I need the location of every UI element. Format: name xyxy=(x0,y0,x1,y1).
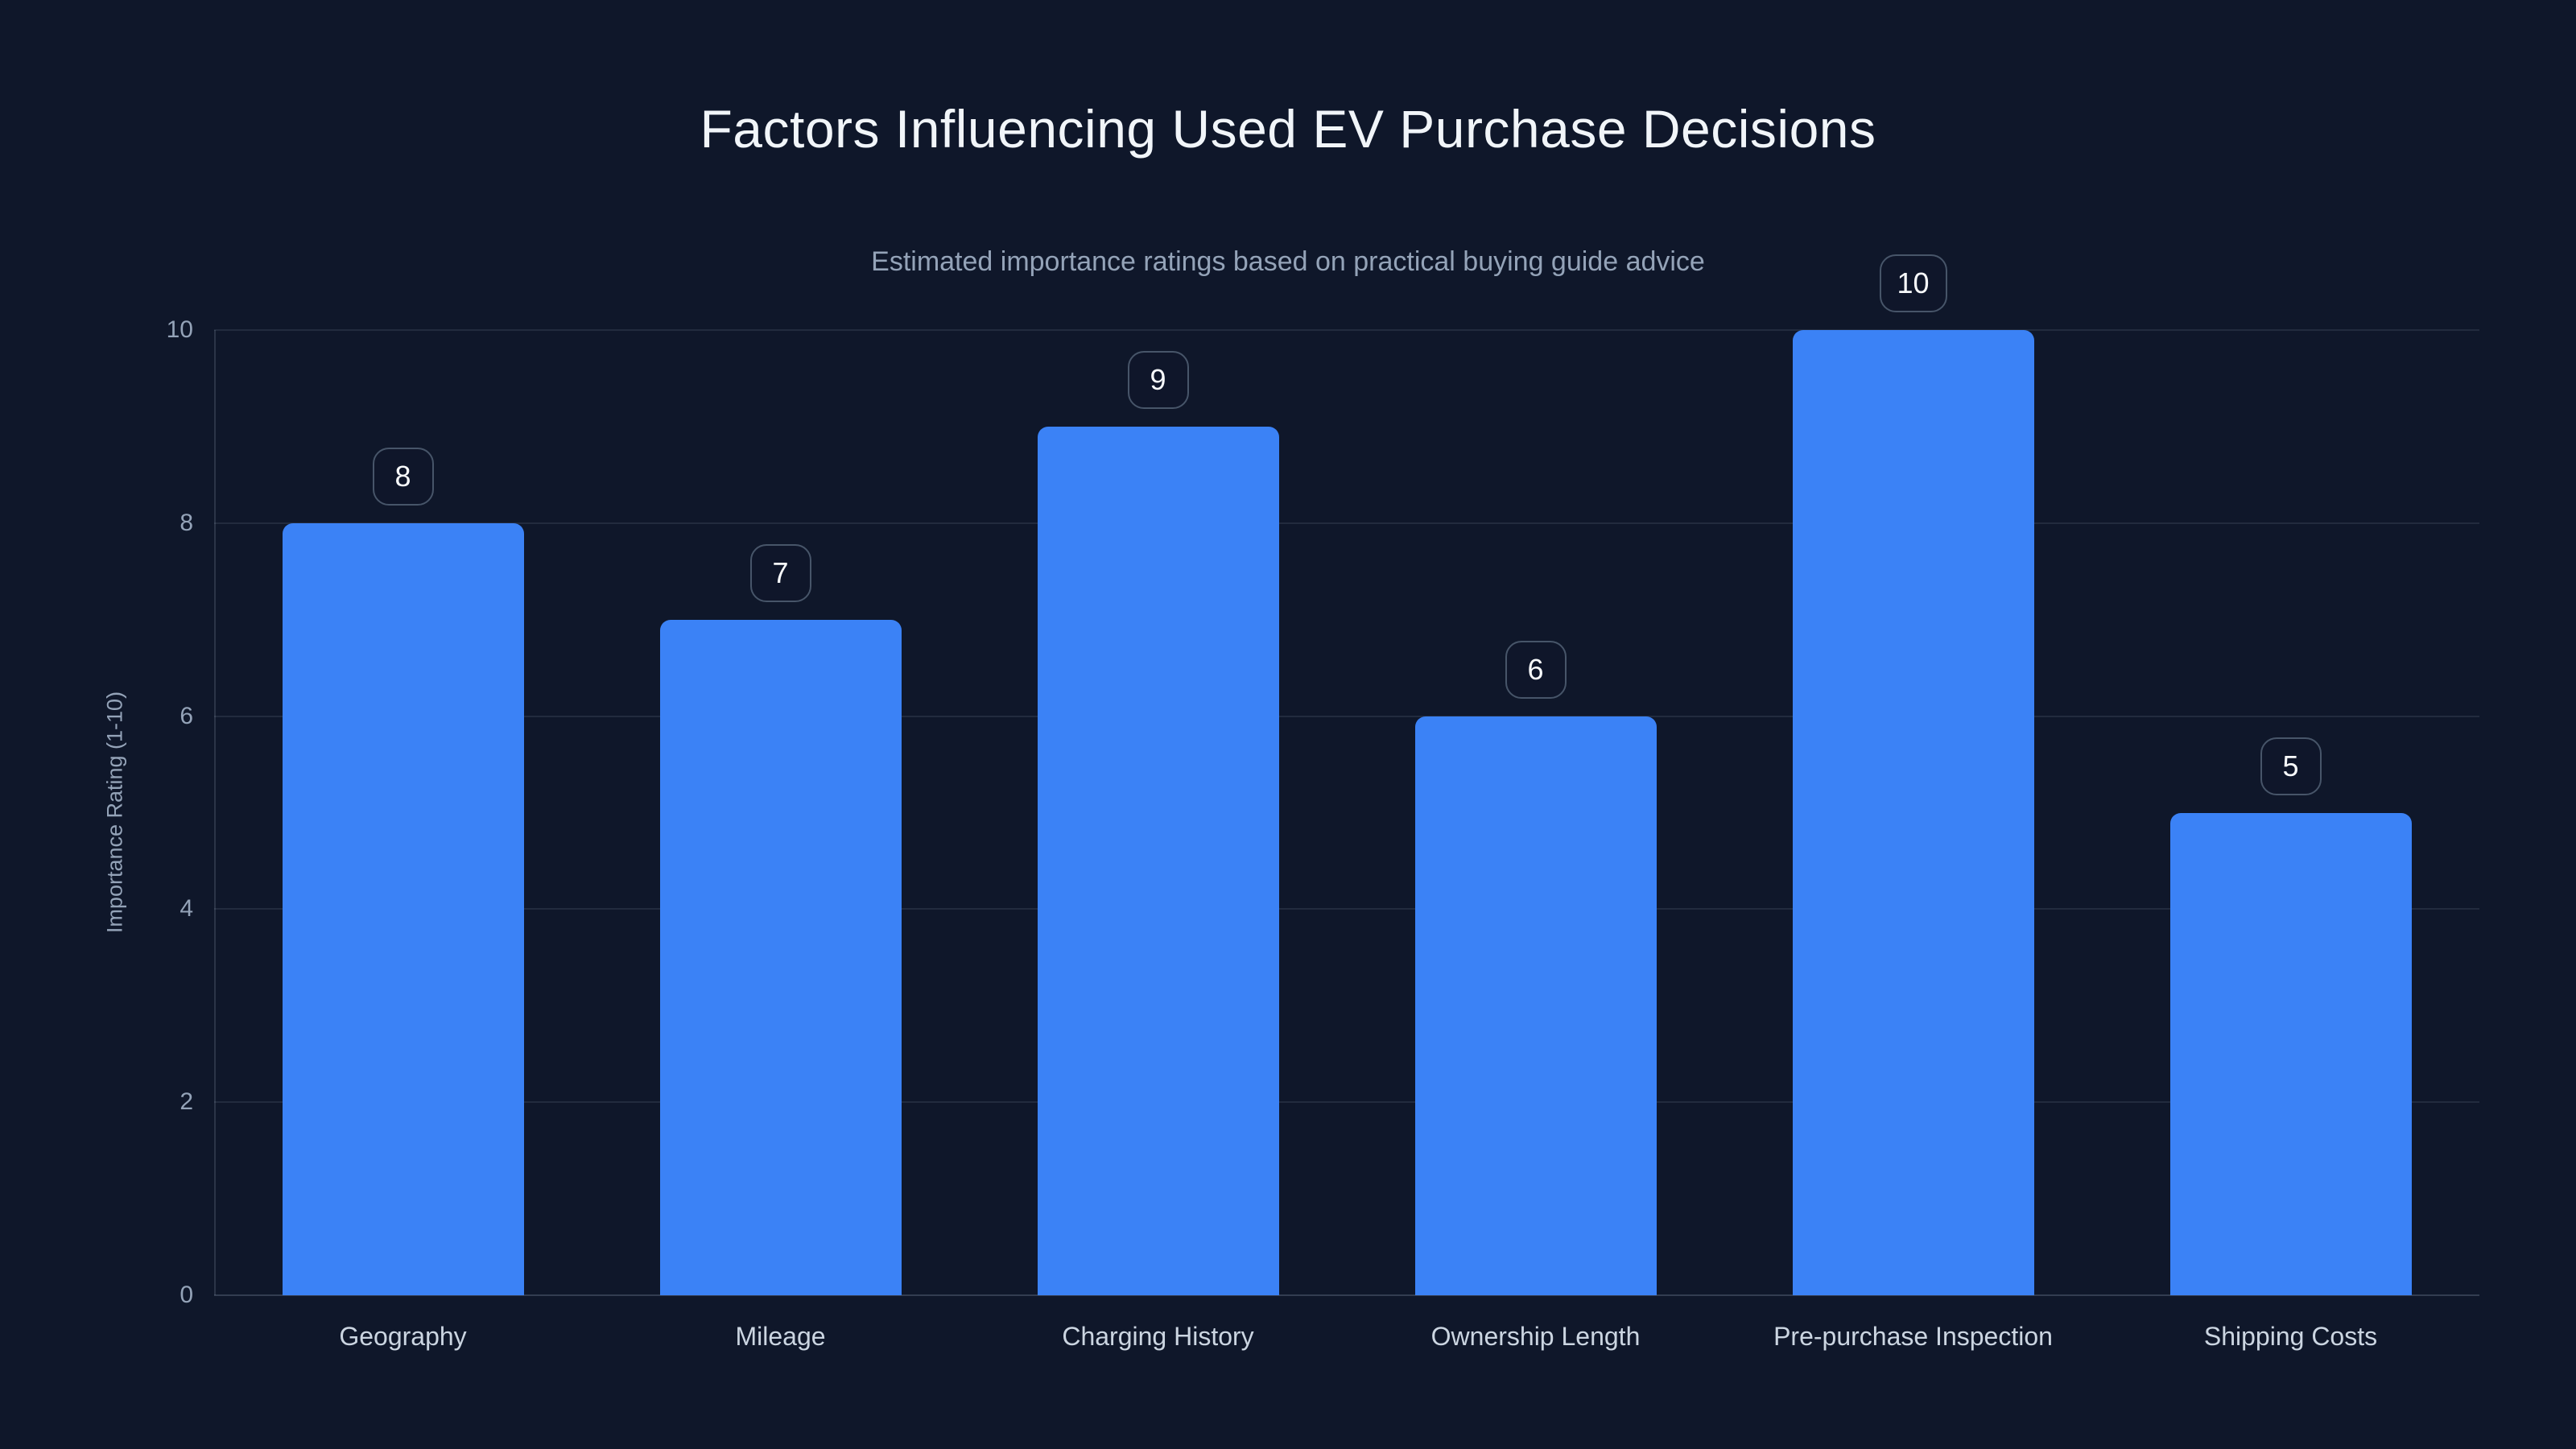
y-tick-label: 2 xyxy=(180,1088,193,1116)
gridline xyxy=(214,329,2479,331)
gridline xyxy=(214,715,2479,717)
bar xyxy=(659,619,902,1295)
y-tick-label: 10 xyxy=(166,316,193,343)
bar-value-badge: 9 xyxy=(1127,350,1189,409)
y-tick-label: 6 xyxy=(180,702,193,729)
bar-value-badge: 8 xyxy=(372,447,434,506)
y-tick-label: 4 xyxy=(180,895,193,923)
chart-subtitle: Estimated importance ratings based on pr… xyxy=(871,246,1705,277)
bar xyxy=(1414,716,1657,1295)
bar xyxy=(1792,330,2034,1295)
gridline xyxy=(214,1294,2479,1296)
y-axis-line xyxy=(214,330,216,1295)
x-axis-label: Mileage xyxy=(735,1322,826,1351)
gridline xyxy=(214,908,2479,910)
x-axis-label: Shipping Costs xyxy=(2203,1322,2378,1351)
bar xyxy=(1037,426,1279,1295)
x-axis-label: Pre-purchase Inspection xyxy=(1773,1322,2053,1351)
gridline xyxy=(214,522,2479,524)
gridline xyxy=(214,1101,2479,1104)
bar-value-badge: 6 xyxy=(1505,640,1567,699)
x-axis-label: Charging History xyxy=(1062,1322,1254,1351)
y-tick-label: 0 xyxy=(180,1282,193,1308)
bar-value-badge: 7 xyxy=(749,543,811,602)
x-axis-label: Ownership Length xyxy=(1430,1322,1641,1351)
x-axis-label: Geography xyxy=(339,1322,467,1351)
bar-value-badge: 10 xyxy=(1879,254,1947,312)
bar xyxy=(2169,812,2412,1295)
chart-title: Factors Influencing Used EV Purchase Dec… xyxy=(700,99,1876,159)
bar xyxy=(282,522,524,1295)
y-tick-label: 8 xyxy=(180,509,193,536)
bar-value-badge: 5 xyxy=(2260,737,2322,795)
